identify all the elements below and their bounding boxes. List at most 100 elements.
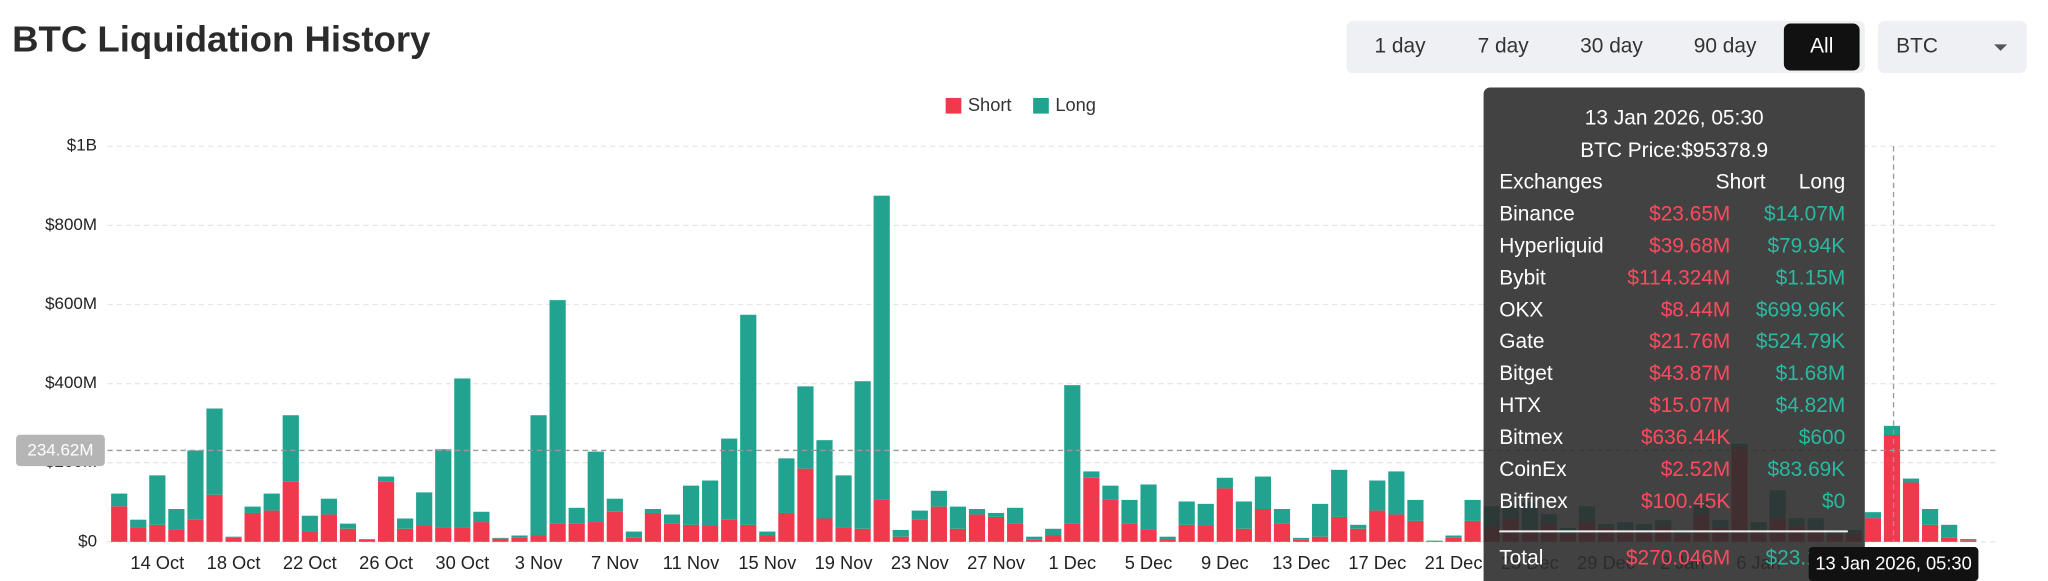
tooltip-cell: $699.96K — [1756, 298, 1845, 321]
bar-segment — [835, 527, 852, 542]
bar-segment — [1350, 524, 1367, 529]
bar-segment — [416, 492, 433, 527]
range-button[interactable]: All — [1810, 35, 1833, 58]
coin-select[interactable] — [1877, 20, 2027, 74]
bar-segment — [1426, 541, 1443, 542]
x-tick-label: 5 Dec — [1125, 552, 1173, 573]
bar-segment — [663, 523, 681, 542]
bar-segment — [435, 449, 452, 528]
x-tick-label: 9 Dec — [1201, 552, 1249, 573]
bar-segment — [1902, 482, 1920, 542]
bar-segment — [1045, 535, 1062, 542]
page-title: BTC Liquidation History — [12, 18, 431, 59]
bar-segment — [1140, 529, 1157, 542]
bar-segment — [1960, 540, 1977, 542]
bar-segment — [702, 526, 719, 542]
bar-segment — [682, 524, 700, 542]
bar-segment — [225, 537, 242, 542]
bar-segment — [358, 539, 376, 542]
bar-segment — [1254, 476, 1272, 509]
bar-segment — [1007, 523, 1024, 542]
x-tick-label: 11 Nov — [663, 552, 720, 573]
bar-segment — [358, 539, 376, 540]
bar-segment — [1350, 528, 1367, 542]
bar-segment — [1464, 499, 1481, 521]
bar-segment — [377, 481, 395, 542]
range-button-active[interactable] — [1783, 23, 1860, 71]
coin-select-label[interactable]: BTC — [1896, 35, 1938, 58]
bar-segment — [778, 458, 795, 513]
bar-segment — [492, 538, 509, 542]
range-button[interactable]: 1 day — [1374, 35, 1426, 58]
bar-segment — [1273, 523, 1291, 542]
range-button[interactable]: 90 day — [1694, 35, 1757, 58]
legend-swatch — [945, 97, 962, 114]
x-tick-label: 1 Dec — [1048, 552, 1096, 573]
bar-segment — [1388, 471, 1405, 515]
x-tick-label: 7 Nov — [591, 552, 640, 573]
tooltip-cell: $600 — [1799, 426, 1845, 449]
bar-segment — [721, 438, 738, 520]
bar-segment — [225, 536, 242, 538]
bar-segment — [149, 475, 166, 525]
bar-segment — [854, 528, 871, 542]
bar-segment — [854, 381, 871, 529]
bar-segment — [1369, 480, 1386, 511]
x-tick-label: 18 Oct — [207, 552, 261, 573]
bar-segment — [702, 480, 719, 527]
bar-segment — [1045, 528, 1062, 536]
bar-segment — [816, 440, 833, 519]
bar-segment — [1007, 507, 1024, 524]
x-tick-label: 17 Dec — [1348, 552, 1406, 573]
bar-segment — [1026, 536, 1043, 540]
bar-segment — [1883, 435, 1901, 542]
bar-segment — [1864, 512, 1882, 519]
x-tick-label: 30 Oct — [435, 552, 489, 573]
bar-segment — [1960, 539, 1977, 541]
bar-segment — [644, 512, 662, 542]
bar-segment — [1331, 516, 1348, 542]
dropdown-caret[interactable] — [1994, 44, 2008, 51]
bar-segment — [168, 508, 185, 530]
bar-segment — [930, 490, 947, 507]
bar-segment — [1254, 508, 1272, 542]
bar-segment — [244, 506, 261, 513]
y-tick-label: $800M — [45, 215, 97, 234]
bar-segment — [377, 476, 395, 482]
bar-segment — [1902, 478, 1920, 483]
crosshair-y-box — [16, 434, 105, 467]
bar-segment — [949, 506, 967, 529]
bar-segment — [1922, 508, 1939, 525]
tooltip-cell: Binance — [1499, 202, 1574, 225]
bar-segment — [301, 515, 318, 532]
range-button[interactable]: 7 day — [1478, 35, 1530, 58]
range-group — [1346, 20, 1865, 74]
bar-segment — [816, 518, 833, 542]
tooltip-cell: Bybit — [1499, 266, 1546, 289]
bar-segment — [1235, 528, 1252, 542]
crosshair-x-box — [1808, 547, 1979, 581]
range-button[interactable]: 30 day — [1580, 35, 1643, 58]
bar-segment — [339, 523, 357, 529]
bar-segment — [606, 498, 623, 512]
tooltip-cell: Bitget — [1499, 362, 1553, 385]
bar-segment — [339, 528, 357, 542]
legend-swatch — [1033, 97, 1049, 114]
bar-segment — [1464, 520, 1481, 542]
tooltip-cell: $39.68M — [1649, 234, 1730, 257]
tooltip-cell: $1.15M — [1776, 266, 1846, 289]
bar-segment — [987, 512, 1005, 517]
bar-segment — [111, 493, 128, 507]
tooltip-cell: $636.44K — [1641, 426, 1730, 449]
bar-segment — [911, 510, 928, 520]
bar-segment — [587, 451, 604, 523]
tooltip-cell: $21.76M — [1649, 330, 1730, 353]
crosshair-y-label: 234.62M — [27, 441, 93, 460]
bar-segment — [435, 527, 452, 542]
bar-segment — [530, 535, 547, 542]
bar-segment — [244, 512, 261, 542]
x-tick-label: 19 Nov — [815, 552, 874, 573]
bar-segment — [454, 527, 471, 542]
bar-segment — [1312, 503, 1329, 537]
